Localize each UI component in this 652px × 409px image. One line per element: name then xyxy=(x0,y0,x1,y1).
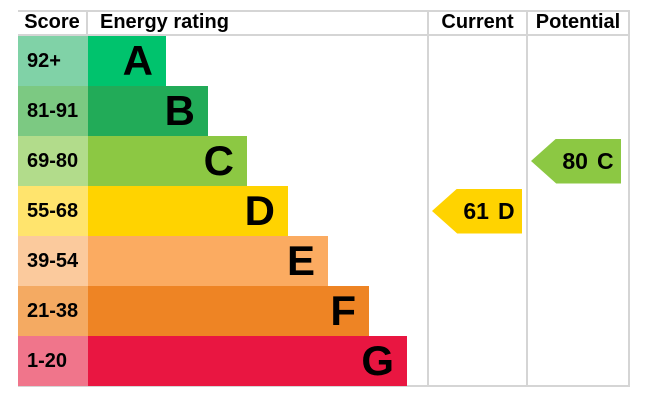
score-range-c: 69-80 xyxy=(18,136,88,186)
rating-bar-e: E xyxy=(88,236,328,286)
band-letter-e: E xyxy=(286,237,315,284)
table-bottom-border xyxy=(18,385,630,387)
potential-column-divider xyxy=(526,10,528,387)
band-row-a: 92+ A xyxy=(18,36,407,86)
band-letter-g: G xyxy=(361,337,394,384)
band-row-c: 69-80 C xyxy=(18,136,407,186)
band-row-b: 81-91 B xyxy=(18,86,407,136)
current-column-header: Current xyxy=(441,11,514,33)
score-column-header: Score xyxy=(24,11,80,33)
rating-bar-c: C xyxy=(88,136,247,186)
band-row-e: 39-54 E xyxy=(18,236,407,286)
band-letter-a: A xyxy=(122,37,153,84)
potential-rating-band: C xyxy=(596,147,614,174)
band-rows: 92+ A 81-91 B 69-80 C 55-68 D 39-54 E 21-38 F 1-20 G xyxy=(18,36,407,386)
band-letter-b: B xyxy=(164,87,195,134)
rating-bar-b: B xyxy=(88,86,208,136)
band-letter-c: C xyxy=(203,137,234,184)
current-rating-arrow: 61 D xyxy=(432,188,522,234)
band-letter-d: D xyxy=(244,187,275,234)
score-column-divider xyxy=(86,10,88,36)
energy-rating-column-header: Energy rating xyxy=(100,11,229,33)
score-range-e: 39-54 xyxy=(18,236,88,286)
header-underline xyxy=(18,34,630,36)
band-row-d: 55-68 D xyxy=(18,186,407,236)
band-row-g: 1-20 G xyxy=(18,336,407,386)
score-range-d: 55-68 xyxy=(18,186,88,236)
band-letter-f: F xyxy=(330,287,356,334)
rating-bar-f: F xyxy=(88,286,369,336)
table-top-border xyxy=(18,10,630,12)
current-rating-band: D xyxy=(497,197,515,224)
potential-rating-score: 80 xyxy=(562,147,588,174)
score-range-f: 21-38 xyxy=(18,286,88,336)
rating-bar-d: D xyxy=(88,186,288,236)
rating-bar-g: G xyxy=(88,336,407,386)
band-row-f: 21-38 F xyxy=(18,286,407,336)
potential-rating-arrow: 80 C xyxy=(531,138,621,184)
current-column-divider xyxy=(427,10,429,387)
rating-bar-a: A xyxy=(88,36,166,86)
score-range-a: 92+ xyxy=(18,36,88,86)
score-range-b: 81-91 xyxy=(18,86,88,136)
potential-column-header: Potential xyxy=(535,11,621,33)
current-rating-score: 61 xyxy=(463,197,489,224)
table-right-border xyxy=(628,10,630,387)
score-range-g: 1-20 xyxy=(18,336,88,386)
